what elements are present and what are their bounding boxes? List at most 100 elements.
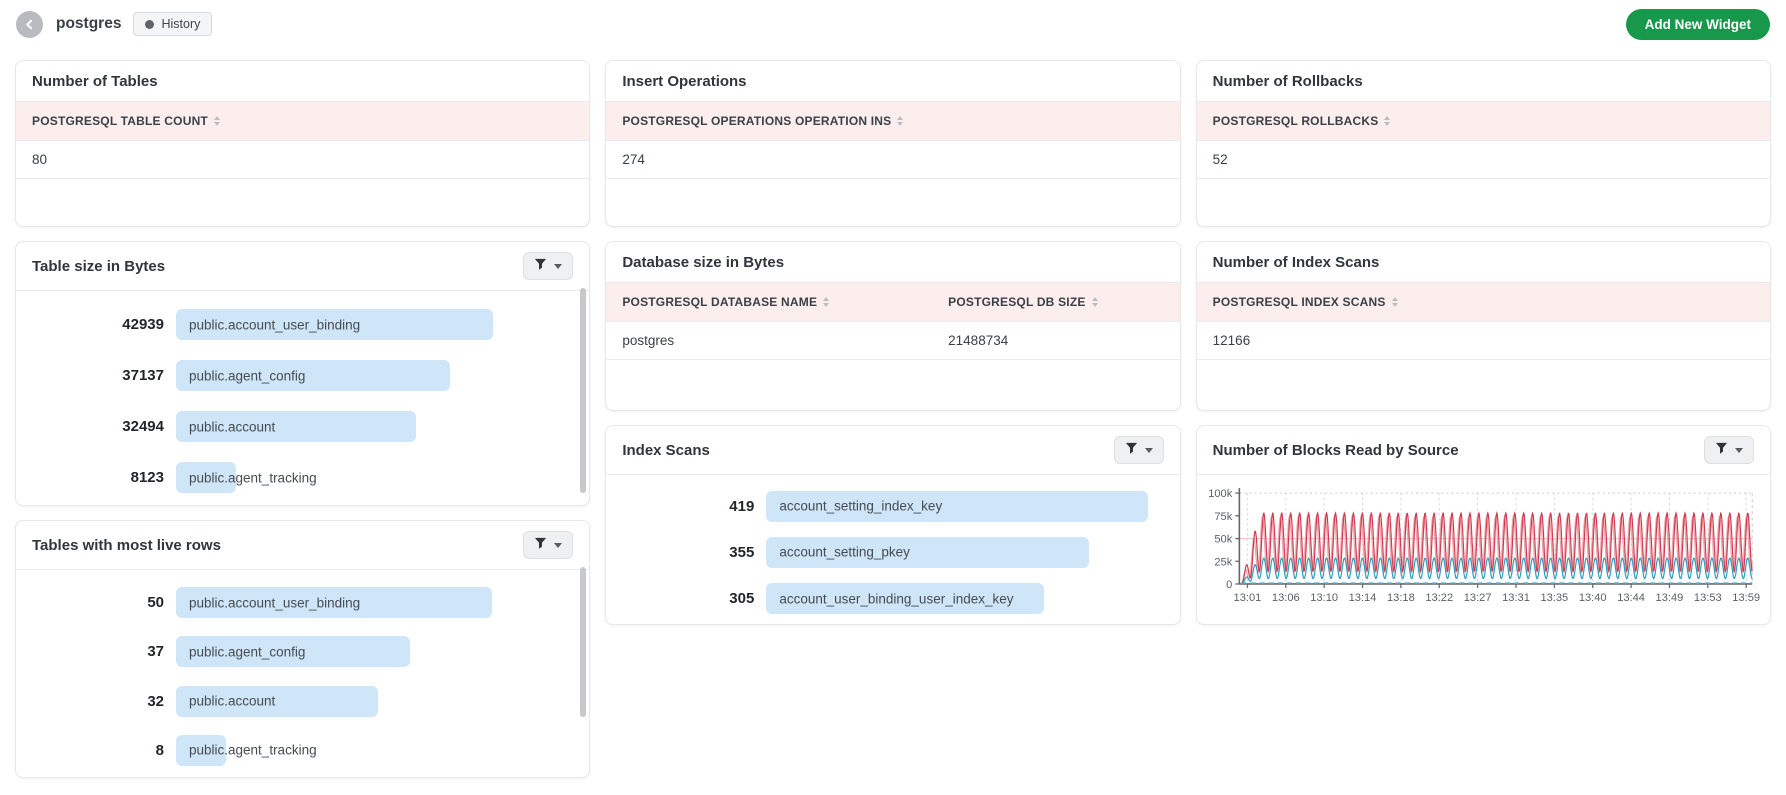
widget-title: Database size in Bytes (622, 253, 785, 271)
table-cell: postgres (606, 321, 933, 360)
scrollbar[interactable] (580, 567, 587, 717)
widget-title: Tables with most live rows (32, 536, 221, 554)
bar-zone: public.agent_tracking (176, 734, 567, 766)
x-tick-label: 13:35 (1540, 592, 1568, 604)
bar[interactable] (766, 583, 1044, 615)
column-header[interactable]: POSTGRESQL DB SIZE (932, 283, 1180, 322)
widget-title: Table size in Bytes (32, 257, 166, 275)
bar-zone: public.account_user_binding (176, 309, 567, 340)
page-title: postgres (56, 15, 122, 32)
bar-row: 42939 public.account_user_binding (24, 309, 567, 340)
bar-value: 8123 (130, 469, 164, 486)
bar[interactable] (176, 411, 416, 442)
data-table: POSTGRESQL INDEX SCANS 12166 (1196, 283, 1770, 404)
bar[interactable] (176, 309, 494, 340)
bar-label: public.agent_config (189, 368, 306, 383)
bar[interactable] (766, 490, 1148, 522)
sort-icon[interactable] (1091, 297, 1098, 307)
filter-button[interactable] (523, 531, 574, 559)
table-cell: 52 (1196, 140, 1770, 179)
bar-zone: account_user_binding_user_index_key (766, 583, 1157, 615)
filter-button[interactable] (1113, 436, 1164, 464)
column-header[interactable]: POSTGRESQL ROLLBACKS (1196, 102, 1770, 141)
widget-table-size-in-bytes: Table size in Bytes 42939 public.account_… (15, 241, 591, 506)
grid-column-1: Number of Tables POSTGRESQL TABLE COUNT 8… (15, 60, 591, 778)
bar-row: 8123 public.agent_tracking (24, 462, 567, 493)
funnel-icon (534, 258, 547, 274)
sort-icon[interactable] (823, 297, 830, 307)
column-header-label: POSTGRESQL OPERATIONS OPERATION INS (622, 114, 892, 128)
bar-row: 305 account_user_binding_user_index_key (614, 583, 1157, 615)
bar-zone: account_setting_pkey (766, 536, 1157, 568)
widget-title: Insert Operations (622, 72, 747, 90)
column-header[interactable]: POSTGRESQL TABLE COUNT (16, 102, 590, 141)
table-row: 274 (606, 140, 1180, 179)
table-row: 80 (16, 140, 590, 179)
column-header[interactable]: POSTGRESQL DATABASE NAME (606, 283, 933, 322)
bar[interactable] (176, 360, 451, 391)
filter-button[interactable] (1703, 436, 1754, 464)
table-cell: 12166 (1196, 321, 1770, 360)
bar[interactable] (176, 587, 492, 619)
widget-header: Number of Blocks Read by Source (1196, 426, 1770, 475)
bar-zone: public.agent_config (176, 360, 567, 391)
bar-label: account_setting_pkey (779, 544, 910, 560)
filter-button[interactable] (523, 252, 574, 280)
y-tick-label: 0 (1226, 579, 1232, 591)
grid-column-3: Number of Rollbacks POSTGRESQL ROLLBACKS… (1195, 60, 1771, 625)
sort-icon[interactable] (1391, 297, 1398, 307)
y-tick-label: 100k (1208, 488, 1233, 500)
sort-icon[interactable] (1384, 116, 1391, 126)
bar[interactable] (176, 734, 227, 766)
dashboard-grid: Number of Tables POSTGRESQL TABLE COUNT 8… (0, 48, 1786, 778)
widget-header: Number of Index Scans (1196, 242, 1770, 283)
widget-number-of-tables: Number of Tables POSTGRESQL TABLE COUNT 8… (15, 60, 591, 227)
bar-row: 8 public.agent_tracking (24, 734, 567, 766)
bar-zone: public.account (176, 685, 567, 717)
data-table: POSTGRESQL OPERATIONS OPERATION INS 274 (606, 102, 1180, 223)
column-header-label: POSTGRESQL DATABASE NAME (622, 295, 818, 309)
history-dot-icon (145, 19, 155, 29)
x-tick-label: 13:31 (1502, 592, 1530, 604)
scrollbar[interactable] (580, 288, 587, 493)
bar-row: 37137 public.agent_config (24, 360, 567, 391)
x-tick-label: 13:18 (1387, 592, 1415, 604)
bar-row: 37 public.agent_config (24, 636, 567, 668)
history-badge[interactable]: History (133, 12, 213, 36)
widget-header: Index Scans (606, 426, 1180, 475)
caret-down-icon (554, 263, 563, 273)
bar-label: account_user_binding_user_index_key (779, 591, 1014, 607)
bar-chart: 419 account_setting_index_key 355 account_s… (606, 475, 1179, 624)
widget-number-of-blocks-read-by-source: Number of Blocks Read by Source 13:01 13:… (1195, 425, 1771, 625)
y-tick-label: 50k (1214, 534, 1232, 546)
bar[interactable] (176, 685, 378, 717)
sort-icon[interactable] (897, 116, 904, 126)
widget-index-scans: Index Scans 419 account_setting_index_key… (605, 425, 1181, 625)
series-blocks-read-heap (1240, 511, 1753, 585)
column-header[interactable]: POSTGRESQL OPERATIONS OPERATION INS (606, 102, 1180, 141)
column-header[interactable]: POSTGRESQL INDEX SCANS (1196, 283, 1770, 322)
bar[interactable] (176, 636, 410, 668)
add-new-widget-button[interactable]: Add New Widget (1625, 8, 1770, 40)
top-bar: postgres History Add New Widget (0, 0, 1786, 48)
data-table: POSTGRESQL TABLE COUNT 80 (16, 102, 590, 223)
bar-row: 50 public.account_user_binding (24, 587, 567, 619)
bar[interactable] (176, 462, 236, 493)
widget-title: Number of Index Scans (1212, 253, 1380, 271)
bar-label: public.agent_config (189, 644, 306, 660)
x-tick-label: 13:22 (1425, 592, 1453, 604)
bar[interactable] (766, 536, 1090, 568)
bar-value: 37 (147, 643, 164, 661)
x-tick-label: 13:40 (1578, 592, 1606, 604)
back-button[interactable] (16, 10, 43, 38)
bar-label: public.account_user_binding (189, 317, 361, 332)
sort-icon[interactable] (213, 116, 220, 126)
bar-value: 32 (147, 692, 164, 710)
widget-tables-with-most-live-rows: Tables with most live rows 50 public.acco… (15, 520, 591, 778)
x-tick-label: 13:44 (1617, 592, 1645, 604)
table-row: 52 (1196, 140, 1770, 179)
bar-value: 50 (147, 594, 164, 612)
line-chart-svg: 13:01 13:06 13:10 13:14 13:18 13:22 13:27 13:31… (1208, 488, 1760, 604)
table-cell: 80 (16, 140, 590, 179)
caret-down-icon (1144, 447, 1153, 457)
